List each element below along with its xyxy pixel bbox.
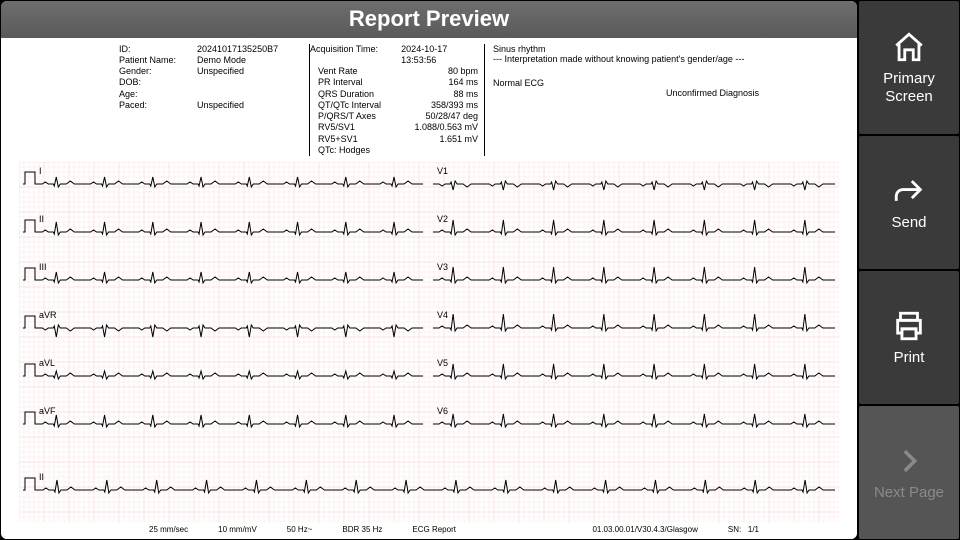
footer-filter1: 50 Hz~ — [287, 525, 313, 534]
meas-val-4: 50/28/47 deg — [406, 111, 484, 122]
footer-sn: SN: — [728, 525, 741, 534]
print-label: Print — [894, 349, 925, 366]
gender-value: Unspecified — [197, 66, 309, 77]
report-footer: 25 mm/sec 10 mm/mV 50 Hz~ BDR 35 Hz ECG … — [19, 524, 839, 535]
primary-screen-button[interactable]: Primary Screen — [859, 1, 959, 134]
chevron-right-icon — [892, 444, 926, 478]
meas-label-5: RV5/SV1 — [318, 122, 406, 133]
interpretation: Sinus rhythm --- Interpretation made wit… — [484, 44, 759, 157]
acq-label: Acquisition Time: — [310, 44, 401, 67]
meas-val-5: 1.088/0.563 mV — [406, 122, 484, 133]
svg-text:II: II — [39, 214, 44, 224]
id-label: ID: — [119, 44, 197, 55]
side-toolbar: Primary Screen Send Print Next Page — [858, 0, 960, 540]
age-value — [197, 89, 309, 100]
report-body: ID:20241017135250B7 Patient Name:Demo Mo… — [1, 38, 857, 540]
svg-text:V4: V4 — [437, 310, 448, 320]
patient-info: ID:20241017135250B7 Patient Name:Demo Mo… — [119, 44, 309, 157]
meas-val-3: 358/393 ms — [406, 100, 484, 111]
print-button[interactable]: Print — [859, 271, 959, 404]
paced-value: Unspecified — [197, 100, 309, 111]
footer-page: 1/1 — [748, 525, 759, 534]
meas-label-3: QT/QTc Interval — [318, 100, 406, 111]
id-value: 20241017135250B7 — [197, 44, 309, 55]
svg-text:V1: V1 — [437, 166, 448, 176]
unconfirmed-diagnosis: Unconfirmed Diagnosis — [666, 88, 759, 98]
meas-label-1: PR Interval — [318, 77, 406, 88]
svg-text:V5: V5 — [437, 358, 448, 368]
svg-text:II: II — [39, 472, 44, 482]
meas-label-0: Vent Rate — [318, 66, 406, 77]
send-button[interactable]: Send — [859, 136, 959, 269]
print-icon — [892, 309, 926, 343]
name-value: Demo Mode — [197, 55, 309, 66]
meas-label-7: QTc: Hodges — [318, 145, 406, 156]
ecg-chart: I V1 II V2 III V3 aVR V4 aVL V5 aVF V6 II — [19, 162, 839, 522]
page-title: Report Preview — [349, 6, 509, 32]
next-page-button[interactable]: Next Page — [859, 406, 959, 539]
footer-version: 01.03.00.01/V30.4.3/Glasgow — [592, 525, 697, 534]
svg-text:V3: V3 — [437, 262, 448, 272]
footer-title: ECG Report — [412, 525, 456, 534]
primary-screen-label: Primary Screen — [859, 70, 959, 105]
meas-val-0: 80 bpm — [406, 66, 484, 77]
home-icon — [892, 30, 926, 64]
footer-speed: 25 mm/sec — [149, 525, 188, 534]
footer-filter2: BDR 35 Hz — [342, 525, 382, 534]
svg-text:V6: V6 — [437, 406, 448, 416]
svg-text:aVR: aVR — [39, 310, 57, 320]
meas-val-1: 164 ms — [406, 77, 484, 88]
title-bar: Report Preview — [1, 1, 857, 38]
interp-line1: Sinus rhythm — [493, 44, 759, 54]
send-label: Send — [891, 214, 926, 231]
meas-val-7 — [406, 145, 484, 156]
paced-label: Paced: — [119, 100, 197, 111]
next-page-label: Next Page — [874, 484, 944, 501]
dob-label: DOB: — [119, 77, 197, 88]
age-label: Age: — [119, 89, 197, 100]
meas-label-4: P/QRS/T Axes — [318, 111, 406, 122]
gender-label: Gender: — [119, 66, 197, 77]
meas-label-2: QRS Duration — [318, 89, 406, 100]
footer-gain: 10 mm/mV — [218, 525, 257, 534]
svg-text:aVF: aVF — [39, 406, 56, 416]
dob-value — [197, 77, 309, 88]
svg-text:V2: V2 — [437, 214, 448, 224]
share-icon — [892, 174, 926, 208]
svg-text:III: III — [39, 262, 47, 272]
meas-val-2: 88 ms — [406, 89, 484, 100]
acq-value: 2024-10-17 13:53:56 — [401, 44, 484, 67]
meas-val-6: 1.651 mV — [406, 134, 484, 145]
report-header: ID:20241017135250B7 Patient Name:Demo Mo… — [19, 44, 839, 161]
svg-text:I: I — [39, 166, 42, 176]
interp-line3: Normal ECG — [493, 78, 759, 88]
interp-line2: --- Interpretation made without knowing … — [493, 54, 759, 64]
svg-text:aVL: aVL — [39, 358, 55, 368]
name-label: Patient Name: — [119, 55, 197, 66]
measurements: Acquisition Time:2024-10-17 13:53:56 Ven… — [309, 44, 484, 157]
meas-label-6: RV5+SV1 — [318, 134, 406, 145]
